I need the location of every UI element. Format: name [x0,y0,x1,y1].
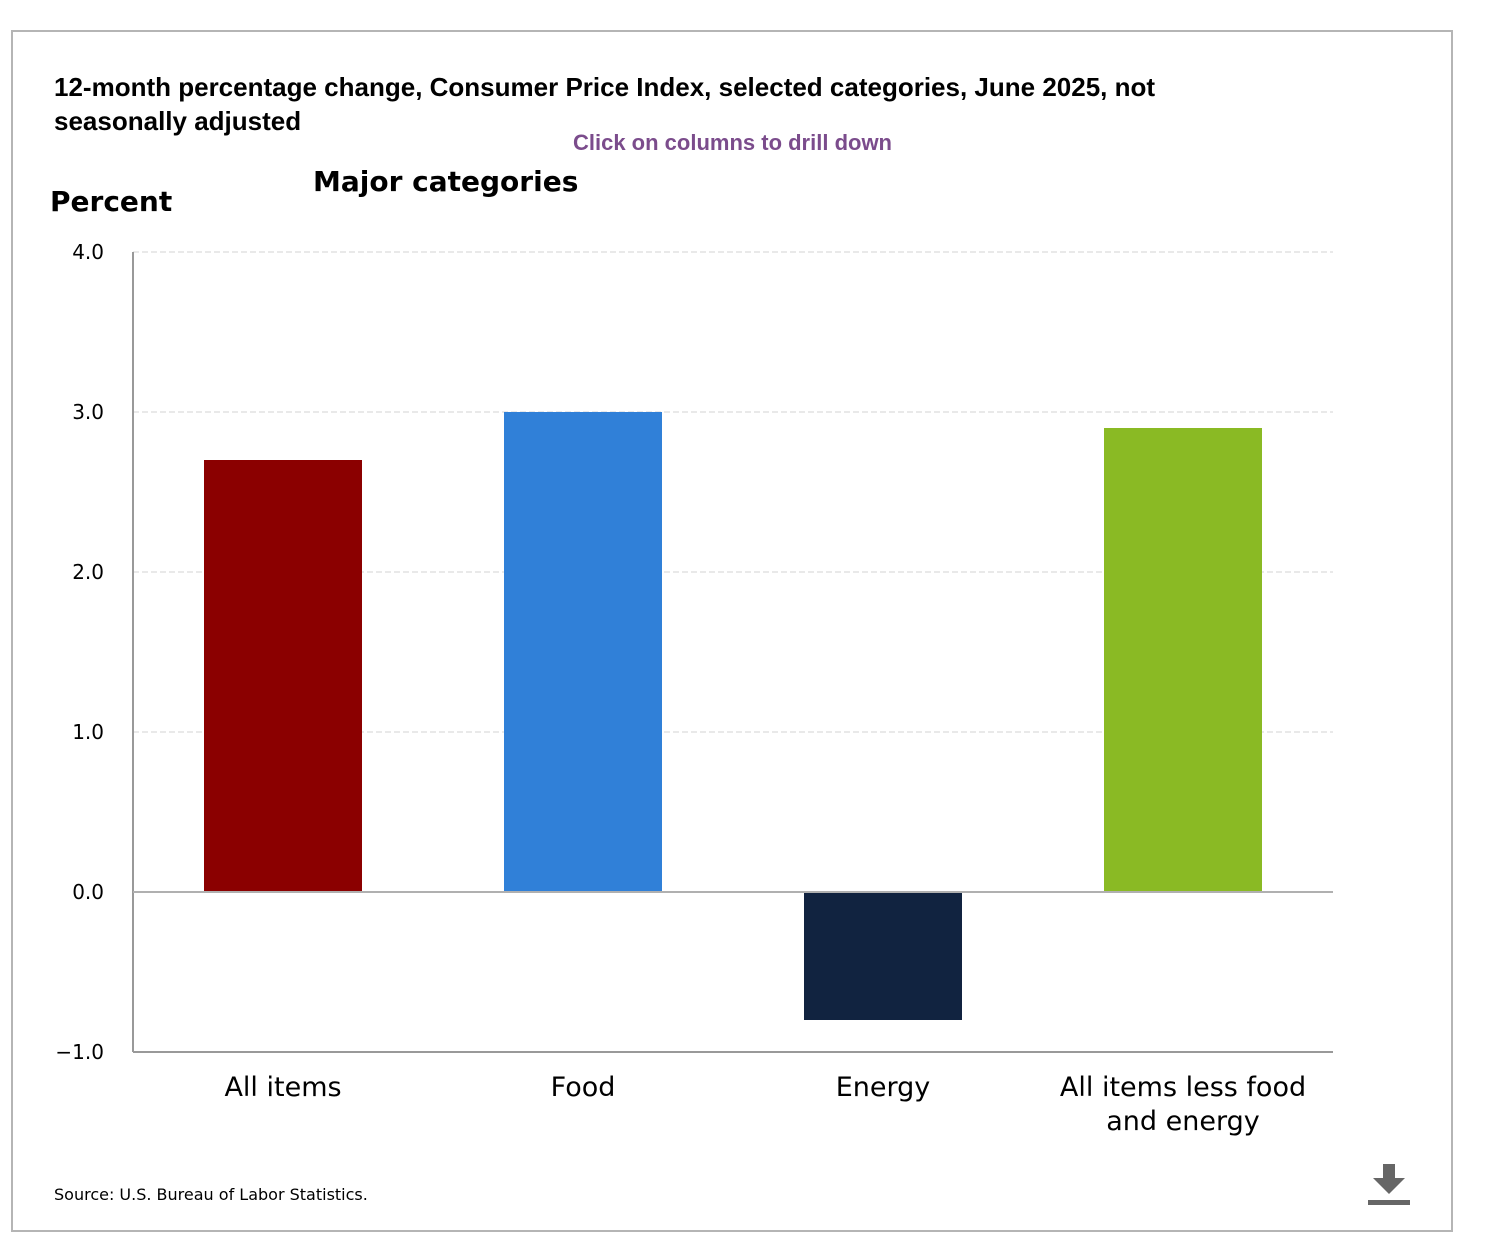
bar[interactable] [204,460,362,892]
chart-title: 12-month percentage change, Consumer Pri… [54,72,1156,136]
y-tick-label: −1.0 [55,1040,104,1064]
y-tick-label: 0.0 [72,880,104,904]
x-tick-label: Energy [836,1072,931,1103]
y-tick-label: 1.0 [72,720,104,744]
bar[interactable] [1104,428,1262,892]
y-tick-label: 2.0 [72,560,104,584]
y-tick-label: 3.0 [72,400,104,424]
y-tick-label: 4.0 [72,240,104,264]
x-tick-label: All items [224,1072,341,1103]
x-tick-label: Food [551,1072,616,1103]
drilldown-hint[interactable]: Click on columns to drill down [572,130,892,155]
download-icon[interactable] [1366,1162,1412,1208]
source-note: Source: U.S. Bureau of Labor Statistics. [54,1185,368,1204]
bar[interactable] [804,892,962,1020]
y-axis-label: Percent [50,185,173,218]
x-tick-label: and energy [1106,1106,1259,1137]
bar[interactable] [504,412,662,892]
chart-frame [11,30,1453,1232]
chart-subtitle: Major categories [313,165,579,198]
x-tick-label: All items less food [1060,1072,1306,1103]
